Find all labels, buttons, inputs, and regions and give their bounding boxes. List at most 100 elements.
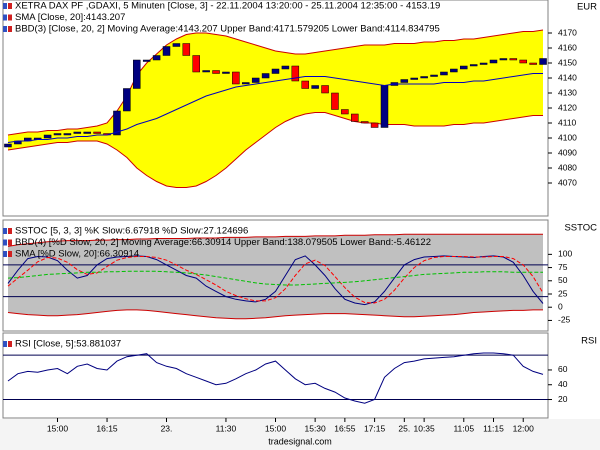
x-tick-label: 15:30: [304, 423, 326, 433]
y-tick-label: 4120: [558, 102, 577, 112]
x-tick-label: 25.: [398, 423, 410, 433]
candle: [251, 77, 260, 83]
candle: [311, 85, 319, 89]
candle: [123, 88, 131, 112]
candle: [232, 71, 240, 85]
candle: [113, 110, 121, 136]
candle: [351, 113, 359, 122]
y-tick-label: 4110: [558, 117, 577, 127]
axis-strip: [0, 419, 600, 450]
candle: [73, 131, 82, 134]
y-tick-label: 40: [558, 379, 568, 389]
x-tick-label: 16:15: [96, 423, 118, 433]
candle: [202, 70, 210, 73]
x-tick-label: 12:00: [513, 423, 535, 433]
candle: [63, 133, 72, 136]
y-tick-label: 25: [558, 288, 568, 298]
series-line: [7, 73, 543, 143]
legend-text: SMA [Close, 20]:4143.207: [15, 12, 125, 23]
x-tick-label: 16:55: [334, 423, 356, 433]
legend-text: RSI [Close, 5]:53.881037: [15, 339, 121, 350]
candle: [43, 134, 52, 139]
candle: [370, 122, 379, 128]
candle: [499, 58, 508, 61]
candle: [142, 59, 151, 62]
candle: [242, 82, 250, 85]
candle: [222, 71, 230, 74]
y-tick-label: 4170: [558, 27, 577, 37]
band-upper: [7, 29, 544, 136]
legend-text: SMA [%D Slow, 20]:66.30914: [15, 249, 139, 260]
x-tick-label: 11:05: [453, 423, 474, 433]
candle: [321, 85, 329, 94]
legend-text: XETRA DAX PF ,GDAXI, 5 Minuten [Close, 3…: [15, 1, 440, 12]
candle: [291, 65, 300, 82]
series-line: [7, 352, 544, 404]
axis-unit: EUR: [577, 2, 597, 13]
axis-unit: SSTOC: [564, 223, 597, 234]
y-tick-label: 4150: [558, 57, 577, 67]
candle: [360, 121, 369, 124]
x-tick-label: 15:00: [265, 423, 287, 433]
legend-icon: [8, 239, 12, 246]
candle: [400, 79, 409, 83]
y-tick-label: 4160: [558, 42, 577, 52]
candle: [430, 74, 438, 77]
candle: [440, 71, 448, 76]
candle: [93, 131, 101, 134]
candle: [420, 76, 428, 79]
band-lower: [7, 309, 543, 320]
y-tick-label: 50: [558, 275, 568, 285]
candle: [172, 43, 181, 47]
x-tick-label: 15:00: [47, 423, 69, 433]
candle: [53, 133, 62, 136]
legend-icon: [8, 341, 12, 347]
y-tick-label: 60: [558, 364, 568, 374]
legend-icon: [3, 3, 7, 9]
legend-icon: [8, 251, 12, 257]
series-line: [7, 270, 543, 286]
x-tick-label: 11:30: [216, 423, 237, 433]
candle: [212, 70, 220, 74]
legend-icon: [8, 14, 12, 21]
candle: [271, 68, 280, 74]
y-tick-label: 4090: [558, 147, 577, 157]
legend-icon: [3, 228, 7, 234]
candle: [133, 59, 141, 89]
candle: [539, 58, 547, 65]
band-lower: [7, 112, 543, 188]
candle: [469, 64, 478, 67]
legend-icon: [3, 26, 7, 32]
watermark: tradesignal.com: [268, 436, 332, 446]
candle: [162, 46, 171, 56]
candle: [83, 131, 91, 134]
legend-icon: [3, 251, 7, 257]
candle: [4, 143, 12, 148]
candle: [479, 62, 488, 65]
legend-text: BBD(4) [%D Slow, 20, 2] Moving Average:6…: [15, 237, 431, 248]
legend-icon: [8, 3, 12, 9]
y-tick-label: 4140: [558, 72, 577, 82]
x-tick-label: 17:15: [364, 423, 386, 433]
y-tick-label: -25: [558, 315, 571, 325]
y-tick-label: 4070: [558, 177, 577, 187]
x-tick-label: 11:15: [483, 423, 504, 433]
y-tick-label: 75: [558, 262, 568, 272]
legend-text: SSTOC [5, 3, 3] %K Slow:6.67918 %D Slow:…: [15, 226, 248, 237]
candle: [460, 65, 468, 70]
legend-icon: [3, 14, 7, 21]
x-tick-label: 10:35: [413, 423, 435, 433]
candle: [509, 58, 518, 61]
legend-icon: [8, 26, 12, 32]
candle: [301, 80, 309, 89]
candle: [152, 55, 161, 61]
y-tick-label: 20: [558, 394, 568, 404]
candle: [281, 65, 290, 70]
legend-icon: [8, 228, 12, 234]
candle: [410, 77, 418, 80]
panel-frame: [2, 219, 549, 332]
candle: [450, 68, 458, 73]
candle: [489, 59, 498, 64]
axis-unit: RSI: [581, 336, 597, 347]
